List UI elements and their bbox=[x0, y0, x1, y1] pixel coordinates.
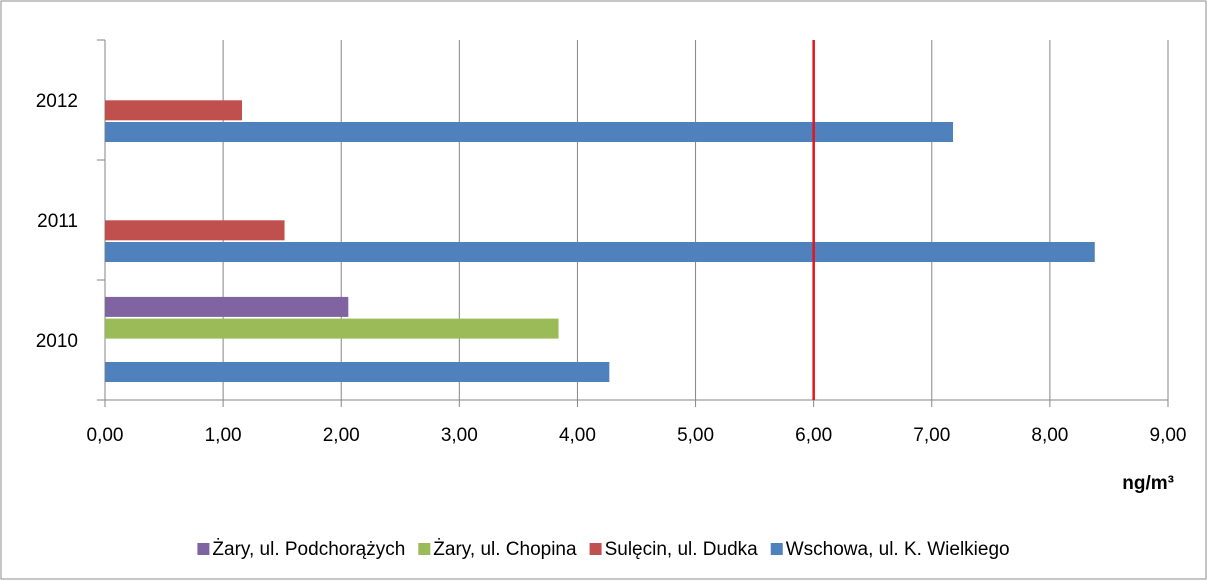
bar bbox=[105, 362, 610, 382]
x-tick-label: 8,00 bbox=[1031, 425, 1068, 446]
y-tick-label: 2012 bbox=[36, 91, 78, 112]
x-tick-label: 9,00 bbox=[1150, 425, 1187, 446]
x-tick-label: 4,00 bbox=[559, 425, 596, 446]
bar bbox=[105, 122, 954, 142]
bar bbox=[105, 220, 285, 241]
x-tick-label: 1,00 bbox=[205, 425, 242, 446]
legend-swatch bbox=[197, 543, 210, 555]
legend-swatch bbox=[770, 543, 783, 555]
legend-label: Wschowa, ul. K. Wielkiego bbox=[786, 539, 1010, 560]
bar bbox=[105, 296, 349, 317]
x-tick-label: 5,00 bbox=[677, 425, 714, 446]
legend-label: Żary, ul. Chopina bbox=[433, 539, 577, 560]
x-tick-label: 7,00 bbox=[913, 425, 950, 446]
legend-swatch bbox=[589, 543, 602, 555]
legend-swatch bbox=[418, 543, 431, 555]
x-tick-label: 3,00 bbox=[441, 425, 478, 446]
legend-label: Żary, ul. Podchorążych bbox=[212, 539, 405, 560]
x-tick-label: 2,00 bbox=[323, 425, 360, 446]
bar bbox=[105, 242, 1095, 262]
x-axis-label: ng/m³ bbox=[1122, 473, 1174, 494]
x-tick-label: 6,00 bbox=[795, 425, 832, 446]
legend-label: Sulęcin, ul. Dudka bbox=[605, 539, 759, 560]
y-tick-label: 2010 bbox=[36, 331, 78, 352]
x-tick-label: 0,00 bbox=[87, 425, 124, 446]
y-tick-label: 2011 bbox=[37, 211, 78, 232]
bar bbox=[105, 100, 243, 121]
bar bbox=[105, 318, 559, 339]
